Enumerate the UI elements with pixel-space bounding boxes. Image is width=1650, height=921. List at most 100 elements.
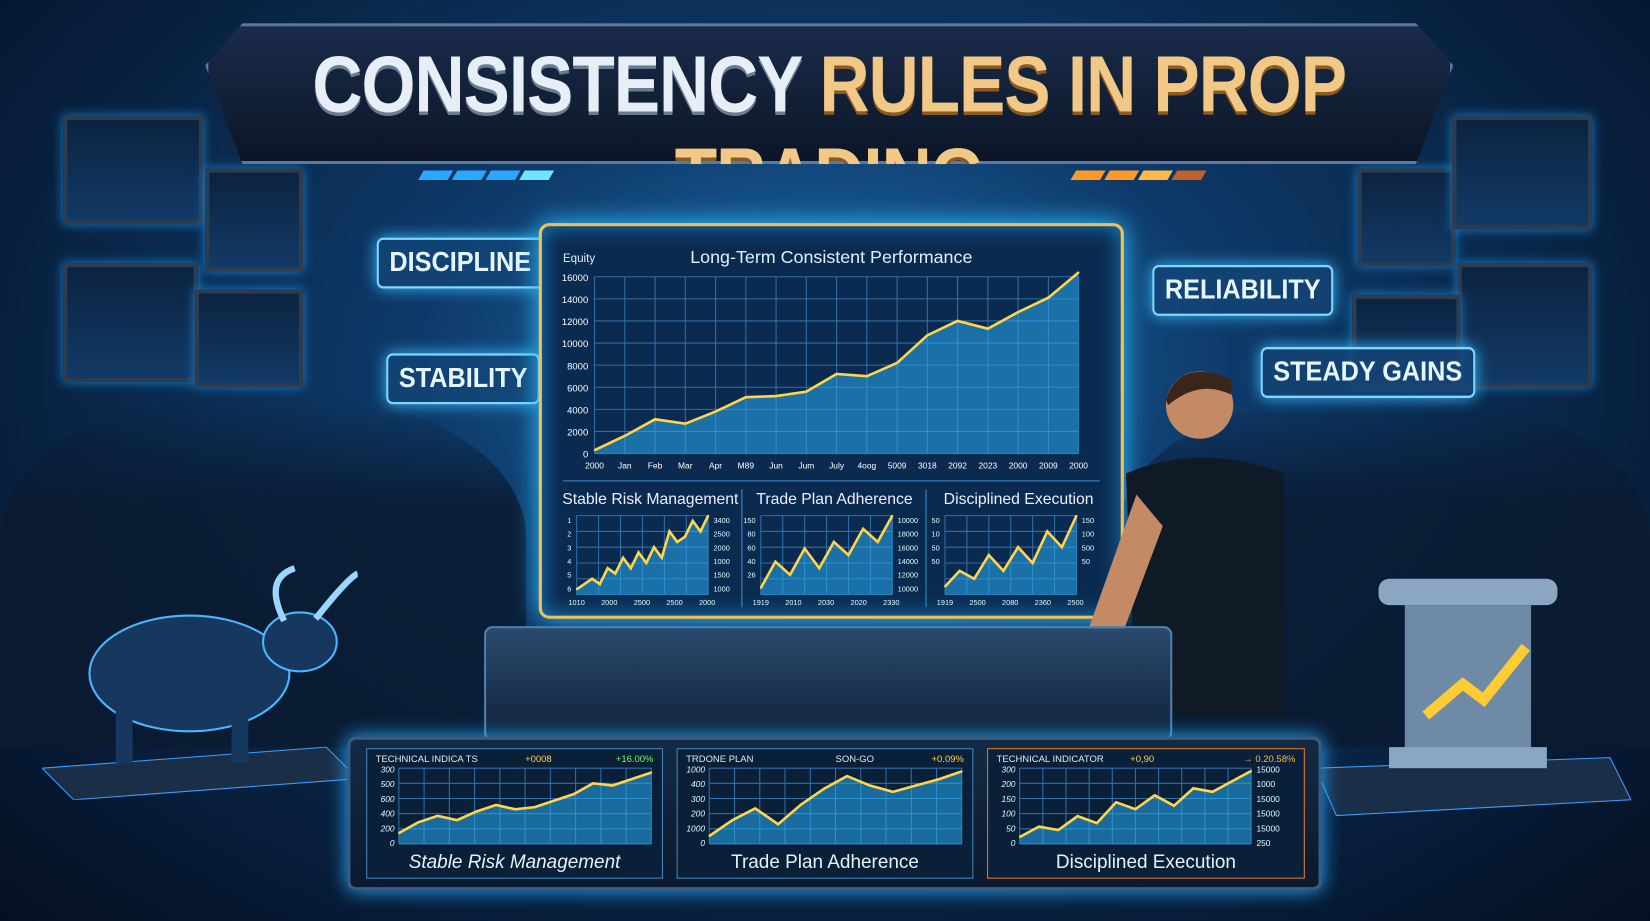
data-point	[533, 806, 536, 808]
x-tick-label: 2000	[1009, 460, 1028, 470]
panel-caption: Trade Plan Adherence	[731, 851, 919, 873]
y-tick-label: 1500	[713, 571, 729, 580]
data-point	[896, 362, 898, 364]
x-tick-label: 1919	[753, 598, 769, 607]
data-point	[1017, 311, 1019, 313]
data-point	[614, 572, 617, 575]
y-tick-label: 60	[747, 543, 755, 552]
x-tick-label: 2000	[1069, 460, 1088, 470]
x-tick-label: 2330	[883, 598, 899, 607]
data-point	[987, 327, 989, 330]
y-tick-label: 0	[700, 838, 705, 848]
data-point	[759, 587, 762, 589]
x-tick-label: 1919	[937, 598, 953, 607]
data-point	[846, 775, 848, 777]
y-tick-label: 15000	[1256, 794, 1280, 804]
y-tick-label: 16000	[898, 543, 918, 552]
subchart-title: Stable Risk Management	[562, 491, 739, 508]
data-point	[731, 819, 734, 822]
y-tick-label: 1000	[686, 766, 705, 774]
subchart-title: Disciplined Execution	[944, 491, 1094, 508]
y-tick-label: 3	[567, 543, 571, 552]
wall-monitor	[205, 168, 304, 272]
data-point	[708, 835, 711, 837]
x-tick-label: 5009	[888, 460, 907, 470]
x-tick-label: 2500	[1067, 598, 1083, 607]
y-tick-label: 50	[1006, 823, 1016, 833]
data-point	[707, 514, 710, 517]
data-point	[1134, 808, 1137, 811]
y-tick-label: 0	[1011, 838, 1016, 848]
data-point	[650, 771, 653, 774]
data-point	[1173, 804, 1175, 807]
data-point	[714, 410, 717, 413]
desk-console: TECHNICAL INDICA TS +0008 +16.00% 300 500…	[347, 736, 1322, 891]
data-point	[754, 807, 757, 810]
data-point	[818, 567, 821, 570]
banner-lights-left	[418, 166, 589, 180]
x-tick-label: Jum	[798, 460, 814, 470]
y-tick-label: 16000	[562, 273, 588, 284]
area-fill	[594, 272, 1079, 454]
y-tick-label: 200	[380, 823, 395, 833]
panel-delta: SON-GO	[835, 753, 874, 764]
data-point	[926, 334, 929, 337]
y-tick-label: 100	[1001, 809, 1015, 819]
y-tick-label: 4	[567, 557, 571, 566]
data-point	[592, 782, 594, 785]
data-point	[684, 422, 687, 425]
data-point	[495, 804, 497, 806]
data-point	[865, 375, 868, 378]
series-line	[708, 770, 963, 838]
equity-chart: Long-Term Consistent PerformanceEquity02…	[562, 247, 1100, 608]
data-point	[583, 583, 586, 585]
y-tick-label: 500	[1082, 543, 1094, 552]
x-tick-label: 2020	[850, 598, 866, 607]
data-point	[805, 390, 808, 393]
y-tick-label: 1000	[713, 557, 729, 566]
bubble-stability: STABILITY	[386, 353, 541, 405]
data-point	[599, 583, 601, 585]
data-point	[593, 449, 596, 452]
y-tick-label: 6000	[567, 383, 588, 394]
data-point	[777, 823, 779, 826]
y-tick-label: 300	[381, 766, 395, 774]
desk-panel-2: TRDONE PLAN SON-GO +0.09% 1000 400 300 200 1…	[676, 748, 974, 879]
y-tick-label: 0	[583, 450, 588, 461]
data-point	[1046, 530, 1049, 533]
x-tick-label: 2500	[666, 598, 682, 607]
wall-monitor	[1357, 168, 1456, 267]
panel-header: TECHNICAL INDICATOR	[996, 753, 1104, 764]
data-point	[1038, 825, 1040, 828]
data-point	[1231, 780, 1233, 783]
data-point	[553, 799, 556, 802]
y-tick-label: 400	[691, 779, 705, 789]
y-tick-label: 150	[1001, 794, 1015, 804]
data-point	[1076, 815, 1079, 817]
x-tick-label: Mar	[678, 460, 693, 470]
y-tick-label: 50	[932, 557, 940, 566]
x-tick-label: Feb	[648, 460, 663, 470]
data-point	[1002, 570, 1005, 572]
series-line	[759, 514, 894, 589]
data-point	[606, 567, 609, 570]
chart-title: Long-Term Consistent Performance	[690, 247, 972, 267]
y-tick-label: 5	[567, 571, 571, 580]
data-point	[1153, 794, 1156, 797]
data-point	[1211, 790, 1214, 793]
x-tick-label: Jan	[618, 460, 632, 470]
y-tick-label: 500	[381, 779, 395, 789]
data-point	[915, 784, 917, 787]
panel-delta: +0008	[525, 753, 552, 764]
x-tick-label: 2030	[818, 598, 834, 607]
panel-chart: 300 200 150 100 50 0 15000 1000 15000 15000 15000 2…	[1000, 766, 1280, 848]
y-tick-label: 2500	[713, 530, 729, 539]
data-point	[699, 530, 702, 533]
data-point	[514, 808, 517, 811]
data-point	[1017, 546, 1019, 549]
data-point	[847, 554, 850, 556]
data-point	[668, 530, 671, 533]
series-line	[398, 771, 652, 835]
data-point	[653, 546, 655, 549]
